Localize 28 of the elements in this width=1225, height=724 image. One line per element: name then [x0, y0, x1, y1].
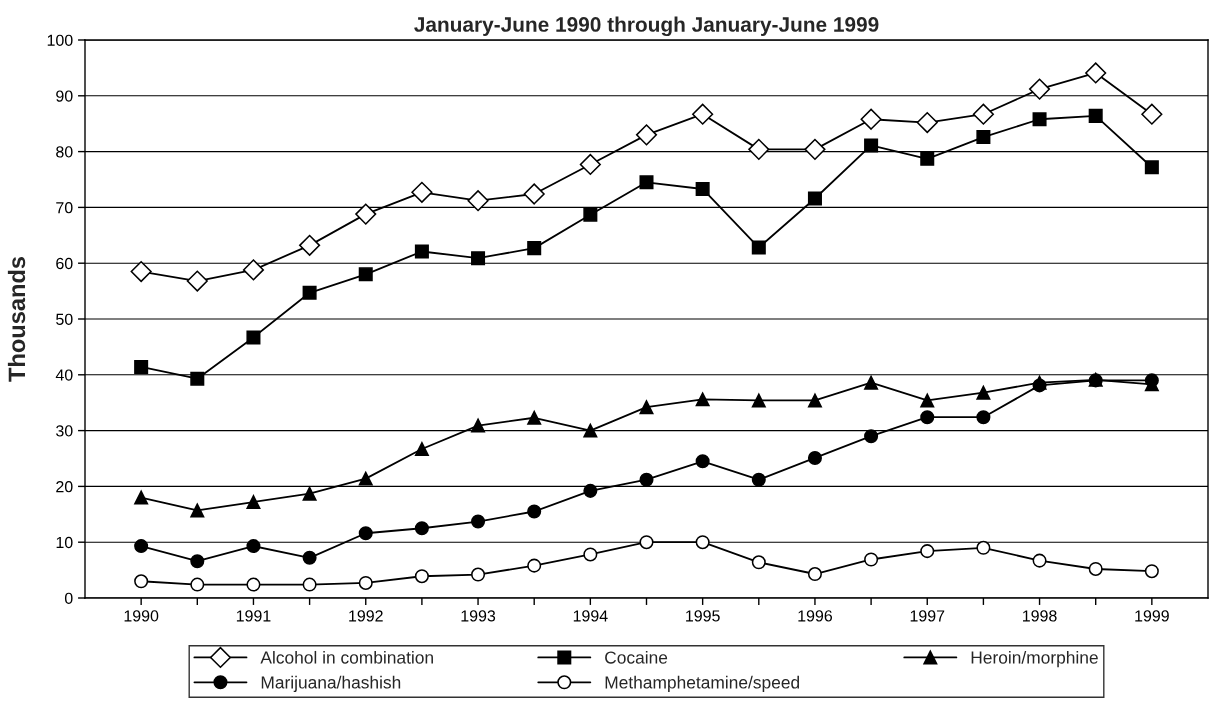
x-tick-label: 1990 [124, 610, 159, 622]
x-tick-label: 1996 [798, 610, 833, 622]
y-tick-label: 70 [56, 202, 73, 214]
x-tick-label: 1991 [236, 610, 271, 622]
x-tick-label: 1995 [686, 610, 720, 622]
y-tick-label: 10 [56, 536, 73, 549]
y-tick-label: 30 [56, 425, 73, 437]
y-tick-label: 80 [56, 146, 73, 158]
legend-label: Heroin/morphine [971, 650, 1098, 668]
x-tick-label: 1997 [910, 610, 945, 622]
y-tick-label: 40 [55, 369, 73, 381]
x-tick-label: 1993 [461, 610, 496, 622]
y-tick-label: 100 [47, 34, 73, 46]
x-tick-label: 1994 [573, 610, 608, 622]
x-tick-label: 1992 [349, 610, 383, 622]
x-tick-label: 1998 [1023, 610, 1057, 622]
y-tick-label: 60 [56, 257, 73, 270]
legend-label: Methamphetamine/speed [605, 675, 800, 692]
y-tick-label: 20 [56, 481, 73, 493]
chart-title: January-June 1990 through January-June 1999 [414, 16, 879, 37]
legend-label: Cocaine [605, 650, 668, 664]
y-tick-label: 50 [56, 313, 73, 325]
y-axis-title: Thousands [7, 257, 26, 382]
y-tick-label: 90 [56, 90, 73, 102]
x-tick-label: 1999 [1135, 610, 1169, 622]
legend-label: Alcohol in combination [260, 650, 433, 664]
y-tick-label: 0 [64, 592, 73, 604]
legend-label: Marijuana/hashish [261, 675, 401, 692]
